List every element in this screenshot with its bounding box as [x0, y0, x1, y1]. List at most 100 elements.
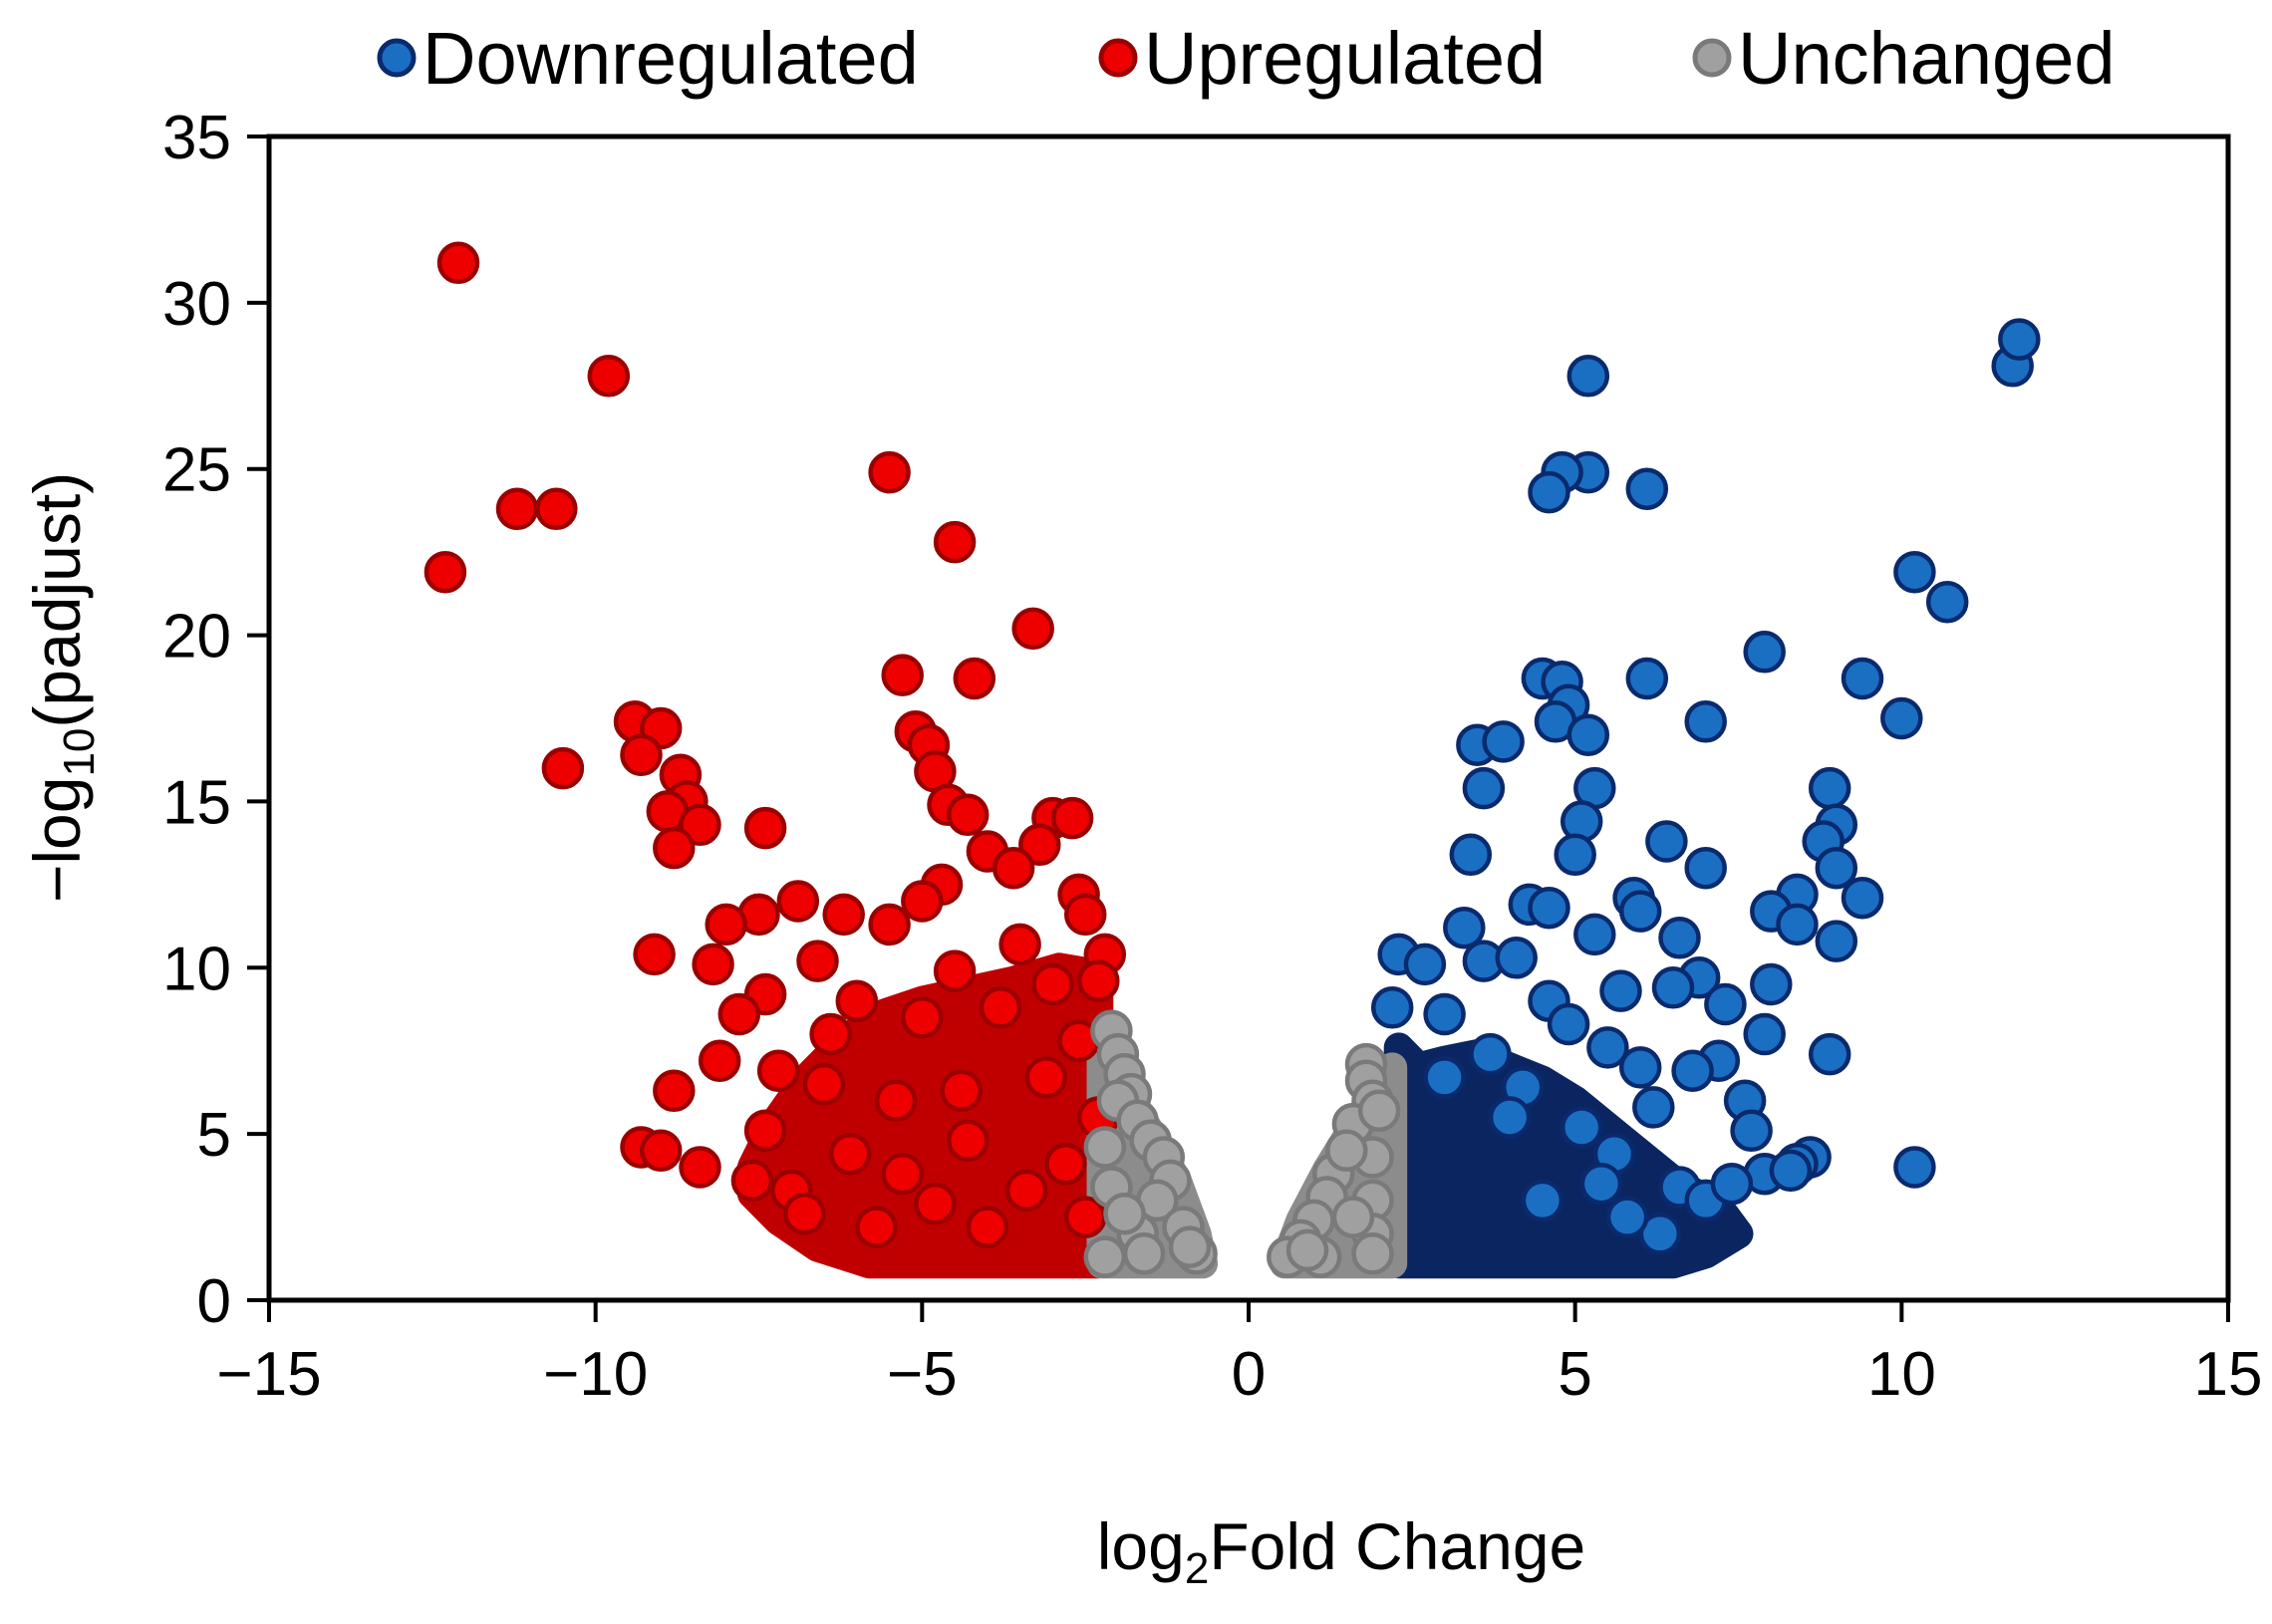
data-point-unchanged: [1083, 1235, 1127, 1278]
data-point-downregulated: [1423, 1056, 1466, 1099]
data-point-downregulated: [1841, 657, 1884, 700]
data-point-upregulated: [653, 1069, 696, 1113]
data-point-downregulated: [1743, 631, 1786, 674]
data-point-upregulated: [946, 793, 990, 837]
data-point-upregulated: [914, 1182, 957, 1225]
data-point-upregulated: [633, 933, 676, 976]
data-point-downregulated: [1560, 1106, 1603, 1149]
legend-item-downregulated: Downregulated: [377, 17, 919, 100]
data-point-upregulated: [881, 1152, 924, 1196]
data-point-upregulated: [901, 996, 944, 1039]
data-point-upregulated: [998, 923, 1041, 966]
data-point-upregulated: [717, 992, 761, 1036]
x-tick-label: −5: [887, 1340, 958, 1409]
data-point-downregulated: [1625, 657, 1669, 700]
x-tick-label: 5: [1558, 1340, 1591, 1409]
legend-item-unchanged: Unchanged: [1692, 17, 2116, 100]
series-unchanged: [1083, 1009, 1401, 1278]
data-point-upregulated: [933, 949, 977, 992]
data-point-upregulated: [946, 1119, 990, 1163]
data-point-unchanged: [1351, 1232, 1394, 1275]
data-point-upregulated: [874, 1079, 918, 1123]
data-point-upregulated: [1063, 893, 1107, 937]
y-tick-label: 10: [162, 935, 231, 1003]
data-point-downregulated: [1730, 1109, 1773, 1153]
y-tick-label: 30: [162, 270, 231, 339]
data-point-upregulated: [730, 1159, 774, 1203]
data-point-downregulated: [1469, 1032, 1512, 1076]
data-point-upregulated: [1050, 796, 1094, 840]
data-point-downregulated: [1743, 1012, 1786, 1056]
data-point-downregulated: [1495, 937, 1538, 979]
data-point-downregulated: [1893, 1146, 1936, 1189]
data-point-downregulated: [1925, 580, 1969, 624]
data-point-downregulated: [1658, 917, 1701, 959]
data-point-upregulated: [743, 806, 787, 850]
data-point-upregulated: [868, 450, 911, 494]
data-point-upregulated: [1018, 823, 1061, 867]
x-tick-label: 10: [1867, 1340, 1936, 1409]
data-point-upregulated: [743, 1109, 787, 1153]
data-point-downregulated: [1750, 962, 1793, 1006]
data-point-downregulated: [1645, 820, 1688, 863]
data-point-unchanged: [1331, 1196, 1375, 1238]
data-point-downregulated: [1808, 766, 1851, 810]
data-point-downregulated: [1586, 1026, 1629, 1069]
data-point-downregulated: [1618, 1046, 1662, 1089]
y-tick-label: 5: [197, 1101, 231, 1170]
data-point-unchanged: [1357, 1089, 1401, 1133]
data-point-upregulated: [639, 1129, 683, 1173]
data-point-downregulated: [1482, 720, 1525, 763]
data-point-upregulated: [587, 355, 631, 398]
data-point-downregulated: [1880, 696, 1923, 740]
data-point-downregulated: [1684, 700, 1727, 743]
data-point-downregulated: [1776, 903, 1819, 947]
data-point-downregulated: [1579, 1162, 1623, 1206]
data-point-downregulated: [1547, 1002, 1590, 1046]
legend-marker-upregulated: [1098, 38, 1138, 78]
data-point-downregulated: [1704, 982, 1747, 1026]
data-point-unchanged: [1285, 1228, 1329, 1272]
y-tick-label: 35: [162, 104, 231, 172]
data-point-upregulated: [1031, 962, 1074, 1006]
data-point-unchanged: [1168, 1225, 1212, 1268]
data-point-upregulated: [1077, 959, 1120, 1002]
legend: Downregulated Upregulated Unchanged: [377, 17, 2116, 100]
data-point-upregulated: [424, 550, 467, 594]
data-point-upregulated: [436, 241, 480, 285]
data-point-upregulated: [1024, 1056, 1068, 1099]
data-point-upregulated: [1044, 1142, 1087, 1186]
x-tick-label: −15: [216, 1340, 321, 1409]
data-point-upregulated: [776, 880, 820, 923]
data-point-downregulated: [1449, 833, 1493, 877]
data-point-downregulated: [1528, 886, 1570, 930]
data-point-downregulated: [1605, 1196, 1649, 1238]
series-upregulated: [424, 241, 1127, 1248]
data-point-unchanged: [1083, 1126, 1127, 1169]
x-axis-label: log2Fold Change: [1097, 1509, 1585, 1593]
data-point-upregulated: [855, 1206, 898, 1248]
data-point-downregulated: [1815, 920, 1858, 962]
legend-label-downregulated: Downregulated: [423, 17, 919, 100]
data-point-upregulated: [679, 1146, 721, 1189]
data-point-upregulated: [828, 1132, 872, 1176]
data-point-downregulated: [1841, 876, 1884, 920]
data-point-upregulated: [933, 520, 977, 564]
data-point-upregulated: [979, 986, 1022, 1029]
data-point-downregulated: [1566, 713, 1610, 756]
data-point-downregulated: [1638, 1213, 1682, 1255]
data-point-downregulated: [1618, 890, 1662, 933]
data-point-unchanged: [1103, 1192, 1146, 1235]
data-point-upregulated: [1004, 1169, 1048, 1213]
data-point-upregulated: [953, 657, 996, 700]
data-point-upregulated: [705, 903, 747, 947]
data-point-upregulated: [822, 893, 865, 937]
data-point-upregulated: [881, 654, 924, 696]
legend-label-upregulated: Upregulated: [1144, 17, 1546, 100]
data-point-downregulated: [1573, 913, 1616, 956]
data-point-downregulated: [1710, 1162, 1754, 1206]
x-tick-label: 0: [1232, 1340, 1266, 1409]
series-downregulated: [1370, 318, 2041, 1255]
data-point-downregulated: [1632, 1086, 1675, 1129]
